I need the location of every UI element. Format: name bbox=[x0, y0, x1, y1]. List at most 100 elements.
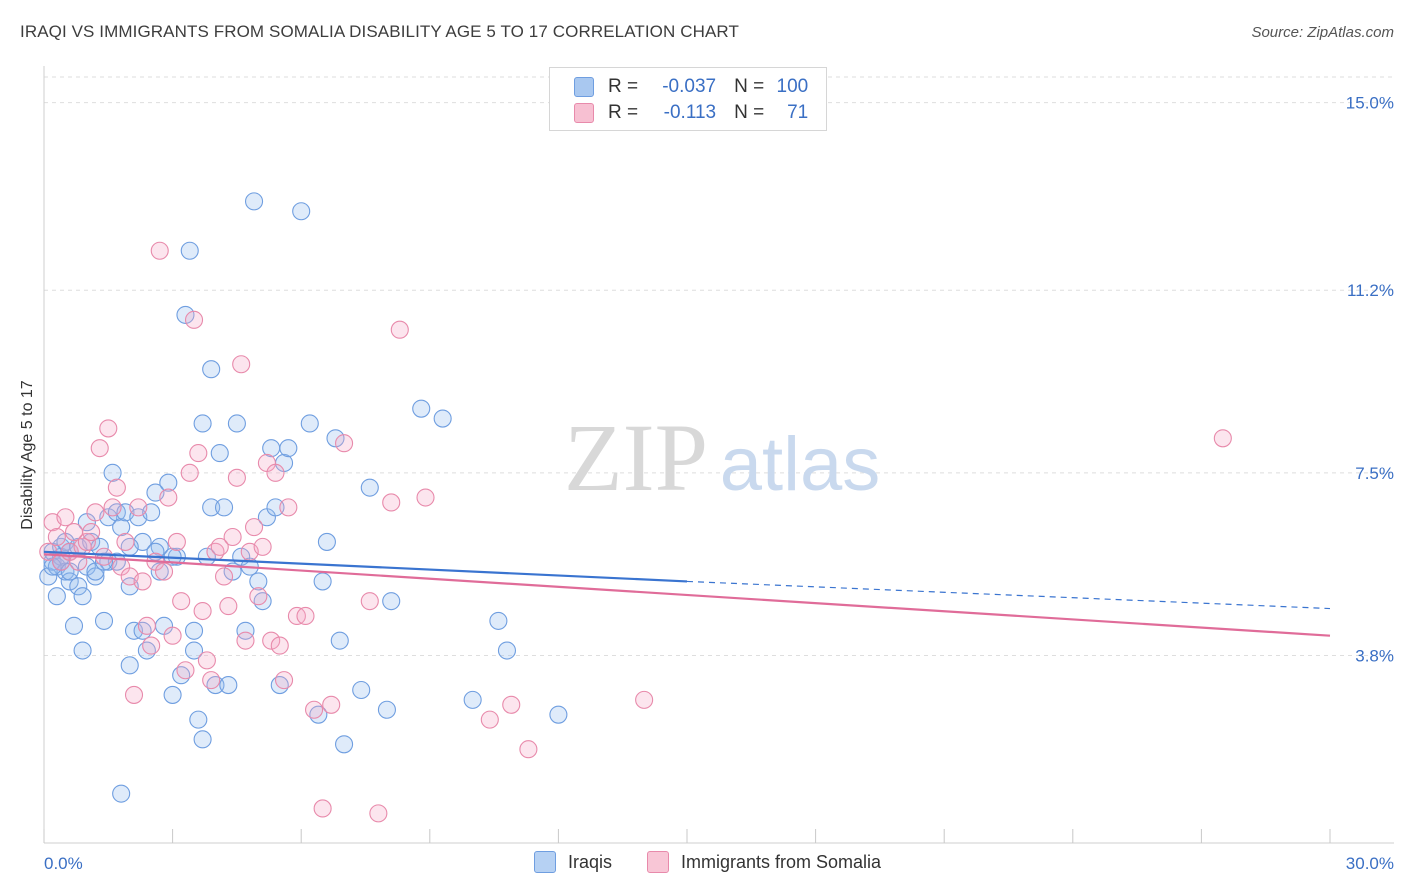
data-point-somalia bbox=[56, 508, 75, 527]
trend-line-iraqis-extension bbox=[686, 580, 1331, 610]
data-point-somalia bbox=[390, 320, 409, 339]
data-point-somalia bbox=[184, 310, 204, 329]
data-point-iraqis bbox=[193, 414, 212, 433]
r-value-iraqis: -0.037 bbox=[662, 76, 717, 97]
trend-line-somalia bbox=[43, 553, 1331, 637]
data-point-iraqis bbox=[43, 557, 62, 576]
trend-lines bbox=[43, 550, 1331, 637]
data-point-iraqis bbox=[73, 587, 92, 606]
y-tick-label: 15.0% bbox=[1346, 94, 1394, 113]
legend-row-iraqis: R = -0.037 N = 100 bbox=[574, 74, 808, 100]
data-point-somalia bbox=[236, 631, 255, 650]
legend-swatch-somalia bbox=[574, 103, 594, 123]
x-tick-label: 0.0% bbox=[44, 854, 83, 873]
data-point-somalia bbox=[279, 498, 298, 517]
data-point-somalia bbox=[133, 572, 152, 591]
data-point-iraqis bbox=[103, 463, 122, 482]
n-label: N = bbox=[734, 76, 765, 97]
data-point-iraqis bbox=[412, 399, 431, 418]
data-point-somalia bbox=[635, 690, 654, 709]
data-point-somalia bbox=[90, 439, 109, 458]
data-point-iraqis bbox=[382, 592, 401, 611]
data-point-somalia bbox=[189, 444, 208, 463]
data-point-iraqis bbox=[176, 305, 195, 324]
data-point-somalia bbox=[99, 419, 118, 438]
data-point-somalia bbox=[519, 740, 538, 759]
legend-item-iraqis: Iraqis bbox=[534, 851, 612, 873]
data-point-iraqis bbox=[184, 641, 204, 660]
data-point-somalia bbox=[266, 463, 285, 482]
data-point-iraqis bbox=[330, 631, 349, 650]
data-point-somalia bbox=[159, 488, 178, 507]
data-point-somalia bbox=[227, 468, 246, 487]
data-point-iraqis bbox=[73, 641, 92, 660]
data-point-somalia bbox=[163, 626, 182, 645]
data-point-iraqis bbox=[360, 478, 379, 497]
data-point-somalia bbox=[416, 488, 435, 507]
data-point-iraqis bbox=[244, 192, 264, 211]
data-point-somalia bbox=[219, 597, 238, 616]
data-point-somalia bbox=[197, 651, 216, 670]
axes bbox=[43, 66, 1394, 844]
data-point-somalia bbox=[137, 616, 156, 635]
data-point-iraqis bbox=[184, 621, 204, 640]
data-point-somalia bbox=[129, 498, 148, 517]
data-point-somalia bbox=[116, 532, 135, 551]
source-label: Source: ZipAtlas.com bbox=[1251, 24, 1394, 41]
data-point-somalia bbox=[77, 532, 96, 551]
watermark-atlas: atlas bbox=[720, 422, 881, 507]
n-label: N = bbox=[734, 102, 765, 123]
data-point-iraqis bbox=[120, 656, 139, 675]
data-point-iraqis bbox=[489, 611, 508, 630]
data-point-somalia bbox=[172, 592, 191, 611]
data-point-iraqis bbox=[202, 360, 221, 379]
trend-line-iraqis bbox=[43, 550, 688, 583]
data-point-somalia bbox=[270, 636, 289, 655]
data-point-iraqis bbox=[279, 439, 298, 458]
n-value-somalia: 71 bbox=[787, 102, 809, 123]
data-point-somalia bbox=[244, 518, 264, 537]
stats-legend: R = -0.037 N = 100 R = -0.113 N = 71 bbox=[549, 67, 827, 131]
legend-swatch-iraqis bbox=[574, 77, 594, 97]
data-point-iraqis bbox=[86, 567, 105, 586]
data-point-iraqis bbox=[326, 429, 345, 448]
data-point-iraqis bbox=[313, 572, 332, 591]
data-point-somalia bbox=[107, 478, 126, 497]
data-point-somalia bbox=[262, 631, 281, 650]
data-point-somalia bbox=[305, 700, 324, 719]
data-point-iraqis bbox=[112, 784, 131, 803]
data-points bbox=[39, 192, 1232, 823]
data-point-iraqis bbox=[335, 735, 354, 754]
data-point-iraqis bbox=[300, 414, 319, 433]
data-point-somalia bbox=[313, 799, 332, 818]
legend-swatch-somalia bbox=[647, 851, 669, 873]
data-point-somalia bbox=[214, 567, 234, 586]
r-value-somalia: -0.113 bbox=[663, 102, 717, 123]
data-point-somalia bbox=[249, 587, 268, 606]
data-point-iraqis bbox=[463, 690, 482, 709]
x-tick-label: 30.0% bbox=[1346, 854, 1394, 873]
data-point-somalia bbox=[210, 537, 229, 556]
data-point-somalia bbox=[176, 661, 195, 680]
data-point-somalia bbox=[180, 463, 199, 482]
data-point-iraqis bbox=[497, 641, 517, 660]
data-point-iraqis bbox=[94, 611, 114, 630]
data-point-somalia bbox=[335, 434, 354, 453]
legend-label-somalia: Immigrants from Somalia bbox=[681, 851, 882, 872]
data-point-iraqis bbox=[433, 409, 452, 428]
data-point-iraqis bbox=[64, 616, 84, 635]
r-label: R = bbox=[608, 102, 639, 123]
data-point-iraqis bbox=[82, 532, 101, 551]
data-point-somalia bbox=[150, 241, 169, 260]
chart-title: IRAQI VS IMMIGRANTS FROM SOMALIA DISABIL… bbox=[20, 22, 739, 41]
data-point-somalia bbox=[369, 804, 388, 823]
data-point-iraqis bbox=[202, 498, 221, 517]
data-point-iraqis bbox=[317, 532, 336, 551]
legend-item-somalia: Immigrants from Somalia bbox=[647, 851, 881, 873]
data-point-iraqis bbox=[266, 498, 285, 517]
data-point-somalia bbox=[142, 636, 161, 655]
data-point-somalia bbox=[1213, 429, 1232, 448]
data-point-somalia bbox=[275, 671, 294, 690]
data-point-somalia bbox=[193, 601, 212, 621]
